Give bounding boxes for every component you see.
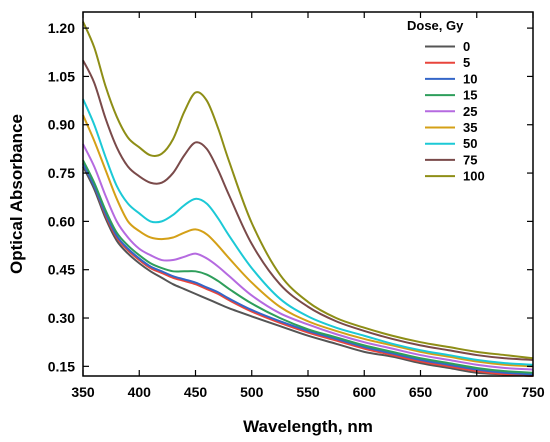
series-line-75-gy [82, 59, 534, 361]
y-tick-label: 0.60 [48, 213, 75, 229]
series-line-35-gy [82, 114, 534, 368]
y-tick-label: 0.90 [48, 117, 75, 133]
x-tick-label: 400 [128, 384, 152, 400]
legend-title: Dose, Gy [407, 18, 464, 33]
legend-label: 25 [463, 104, 477, 119]
series-line-10-gy [82, 162, 534, 376]
series-line-100-gy [82, 21, 534, 360]
legend-label: 10 [463, 71, 477, 86]
legend-label: 50 [463, 136, 477, 151]
legend-label: 35 [463, 120, 477, 135]
legend-label: 75 [463, 152, 477, 167]
x-tick-label: 450 [184, 384, 208, 400]
x-tick-label: 650 [409, 384, 433, 400]
y-axis-label: Optical Absorbance [7, 114, 26, 274]
legend-label: 0 [463, 39, 470, 54]
y-tick-label: 0.45 [48, 262, 75, 278]
y-tick-label: 0.30 [48, 310, 75, 326]
series-line-0-gy [82, 166, 534, 377]
legend-label: 5 [463, 55, 470, 70]
legend-label: 100 [463, 169, 485, 184]
x-tick-label: 750 [521, 384, 545, 400]
x-tick-label: 600 [353, 384, 377, 400]
series-layer [82, 21, 534, 377]
x-tick-label: 550 [296, 384, 320, 400]
series-line-25-gy [82, 143, 534, 371]
legend-label: 15 [463, 88, 477, 103]
series-line-5-gy [82, 162, 534, 377]
x-tick-label: 500 [240, 384, 264, 400]
y-tick-label: 0.15 [48, 358, 75, 374]
x-tick-label: 350 [71, 384, 95, 400]
y-tick-label: 1.20 [48, 20, 75, 36]
x-axis-label: Wavelength, nm [243, 417, 373, 436]
x-tick-label: 700 [465, 384, 489, 400]
y-tick-label: 1.05 [48, 68, 75, 84]
series-line-50-gy [82, 98, 534, 366]
y-tick-label: 0.75 [48, 165, 75, 181]
series-line-15-gy [82, 159, 534, 374]
tick-layer: 350 400 450 500 550 600 650 700 7500.150.300.450… [48, 12, 545, 400]
